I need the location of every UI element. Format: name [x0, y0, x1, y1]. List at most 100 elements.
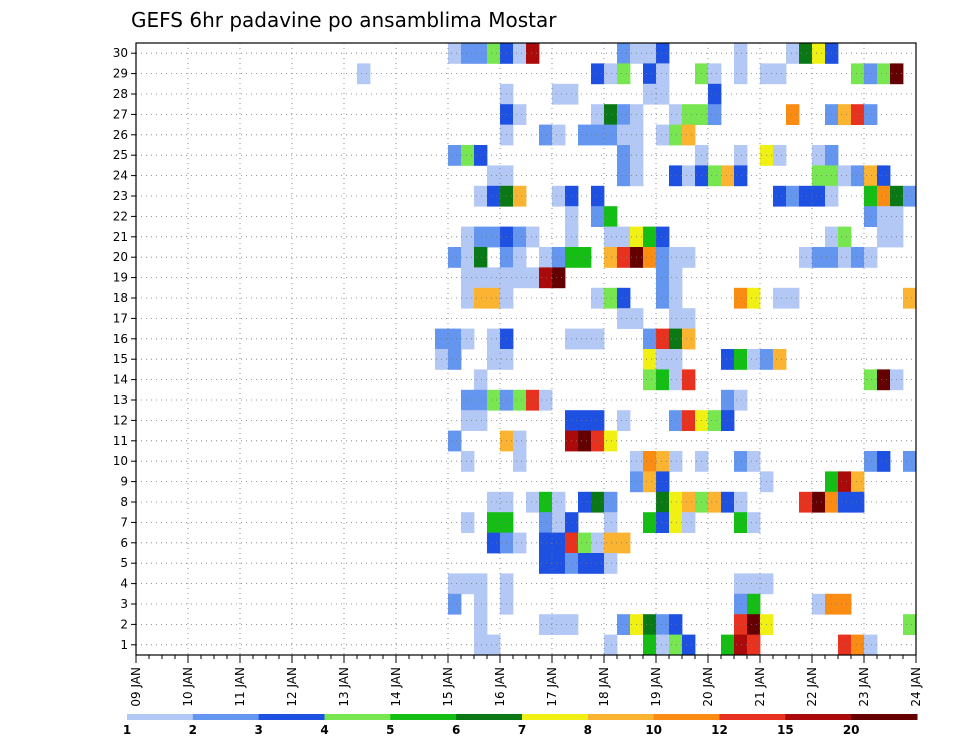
precip-cell	[734, 145, 748, 166]
precip-cell	[526, 43, 540, 64]
precip-cell	[487, 634, 501, 656]
precip-cell	[617, 532, 631, 554]
precip-cell	[656, 226, 670, 248]
precip-cell	[552, 491, 566, 513]
precip-cell	[643, 634, 657, 656]
precip-cell	[656, 267, 670, 289]
legend-label: 2	[189, 723, 197, 737]
x-tick-label: 10 JAN	[181, 667, 195, 707]
precip-cell	[474, 247, 488, 268]
precip-cell	[448, 593, 462, 615]
y-tick-label: 10	[113, 454, 128, 468]
precip-cell	[734, 389, 748, 411]
precip-cell	[591, 553, 605, 574]
precip-cell	[591, 124, 605, 146]
precip-cell	[851, 165, 865, 187]
precip-cell	[682, 634, 696, 656]
precip-cell	[708, 410, 722, 431]
grid-lines	[136, 43, 916, 655]
precip-cell	[474, 287, 488, 309]
precip-cell	[591, 104, 605, 125]
precip-cell	[513, 104, 527, 125]
precip-cell	[474, 267, 488, 289]
precip-cell	[682, 410, 696, 431]
precip-cell	[851, 247, 865, 268]
legend-label: 3	[254, 723, 262, 737]
precip-cell	[643, 63, 657, 85]
precip-cell	[474, 145, 488, 166]
precip-cell	[474, 226, 488, 248]
x-tick-label: 09 JAN	[129, 667, 143, 707]
precip-cell	[604, 287, 618, 309]
precip-cell	[474, 614, 488, 635]
precip-cell	[682, 491, 696, 513]
precip-cell	[851, 491, 865, 513]
precip-cell	[851, 63, 865, 85]
precip-cell	[747, 614, 761, 635]
precip-cell	[474, 369, 488, 391]
x-tick-label: 21 JAN	[753, 667, 767, 707]
precip-cell	[591, 491, 605, 513]
precip-cell	[591, 287, 605, 309]
precip-cell	[487, 349, 501, 370]
precip-cell	[838, 165, 852, 187]
y-tick-label: 15	[113, 352, 128, 366]
precip-cell	[734, 512, 748, 533]
precip-cell	[617, 614, 631, 635]
legend-swatch	[851, 714, 918, 720]
precip-cell	[773, 349, 787, 370]
precip-cell	[552, 247, 566, 268]
precip-cell	[604, 430, 618, 452]
precip-cell	[604, 532, 618, 554]
precip-cell	[851, 634, 865, 656]
precip-cell	[487, 267, 501, 289]
precip-cell	[513, 185, 527, 207]
precip-cell	[864, 63, 878, 85]
precip-cell	[682, 308, 696, 329]
legend-label: 8	[584, 723, 592, 737]
precip-cell	[877, 185, 891, 207]
x-tick-label: 19 JAN	[649, 667, 663, 707]
precip-cell	[578, 410, 592, 431]
precip-cell	[448, 43, 462, 64]
y-tick-label: 23	[113, 189, 128, 203]
precip-cell	[721, 165, 735, 187]
precip-cell	[708, 491, 722, 513]
precip-cell	[656, 614, 670, 635]
precip-cell	[487, 185, 501, 207]
legend-swatch	[390, 714, 457, 720]
precip-cell	[734, 573, 748, 595]
legend-label: 12	[711, 723, 728, 737]
precip-cell	[513, 226, 527, 248]
precip-cell	[838, 104, 852, 125]
x-tick-label: 11 JAN	[233, 667, 247, 707]
precip-cell	[474, 573, 488, 595]
legend-swatch	[653, 714, 720, 720]
precip-cell	[656, 512, 670, 533]
y-tick-label: 16	[113, 332, 128, 346]
precip-cell	[656, 451, 670, 472]
precip-cell	[617, 63, 631, 85]
precip-cell	[513, 430, 527, 452]
precip-cell	[604, 104, 618, 125]
precip-cell	[656, 349, 670, 370]
precipitation-cells	[357, 43, 917, 656]
precip-cell	[461, 451, 475, 472]
precip-cell	[838, 593, 852, 615]
precip-cell	[487, 43, 501, 64]
precip-cell	[539, 124, 553, 146]
precip-cell	[643, 471, 657, 493]
precip-cell	[591, 185, 605, 207]
precip-cell	[682, 165, 696, 187]
precip-cell	[487, 165, 501, 187]
precip-cell	[656, 471, 670, 493]
y-tick-label: 17	[113, 311, 128, 325]
x-tick-label: 13 JAN	[337, 667, 351, 707]
precip-cell	[656, 287, 670, 309]
x-tick-label: 16 JAN	[493, 667, 507, 707]
precip-cell	[734, 165, 748, 187]
precip-cell	[682, 328, 696, 350]
precip-cell	[812, 491, 826, 513]
legend-label: 20	[843, 723, 860, 737]
precip-cell	[643, 43, 657, 64]
